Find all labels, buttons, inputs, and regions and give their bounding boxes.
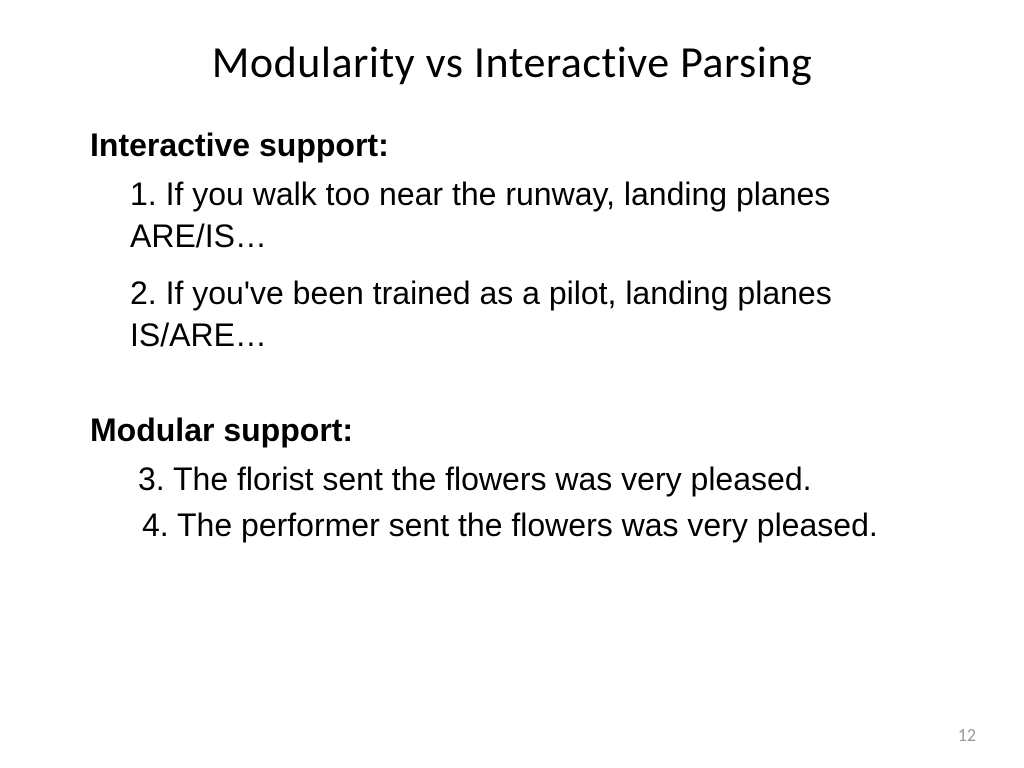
slide-content: Interactive support: 1. If you walk too …: [60, 127, 964, 547]
slide-title: Modularity vs Interactive Parsing: [60, 35, 964, 89]
slide-container: Modularity vs Interactive Parsing Intera…: [0, 0, 1024, 768]
list-item: 1. If you walk too near the runway, land…: [90, 174, 964, 257]
list-item: 3. The florist sent the flowers was very…: [90, 459, 964, 501]
list-item: 4. The performer sent the flowers was ve…: [90, 505, 964, 547]
section-header-modular: Modular support:: [90, 412, 964, 449]
section-header-interactive: Interactive support:: [90, 127, 964, 164]
page-number: 12: [958, 724, 976, 746]
list-item: 2. If you've been trained as a pilot, la…: [90, 273, 964, 356]
